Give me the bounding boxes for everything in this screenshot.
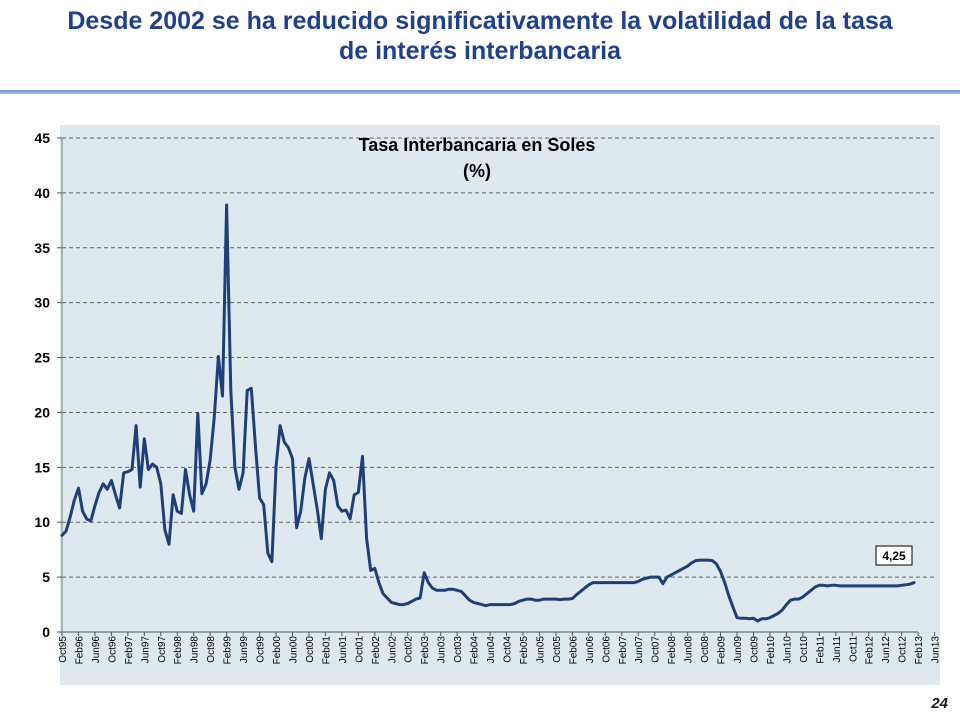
- x-tick-label: Oct11: [848, 636, 859, 662]
- x-tick-label: Feb97: [124, 636, 135, 665]
- x-tick-label: Jun05: [535, 636, 546, 664]
- x-tick-label: Oct09: [749, 636, 760, 663]
- slide-title: Desde 2002 se ha reducido significativam…: [0, 6, 960, 66]
- x-tick-label: Feb00: [272, 636, 283, 665]
- last-value-label-text: 4,25: [882, 549, 906, 563]
- x-tick-label: Oct01: [354, 636, 365, 663]
- title-divider: [0, 90, 960, 94]
- x-tick-label: Jun99: [239, 636, 250, 664]
- last-value-label-box: [875, 545, 913, 566]
- x-tick-label: Feb02: [371, 636, 382, 665]
- x-tick-label: Feb09: [717, 636, 728, 665]
- last-value-label: 4,25: [875, 545, 913, 566]
- y-tick-label: 5: [42, 569, 50, 585]
- x-tick-label: Oct98: [206, 636, 217, 663]
- x-tick-label: Oct08: [700, 636, 711, 663]
- x-tick-label: Oct05: [552, 636, 563, 663]
- y-tick-label: 10: [34, 514, 50, 530]
- x-tick-label: Feb03: [420, 636, 431, 665]
- x-tick-label: Feb04: [470, 636, 481, 665]
- y-axis-ticks: 0 5 10 15 20 25 30 35 40 45: [34, 130, 62, 640]
- y-tick-label: 40: [34, 185, 50, 201]
- series-line-tasa-interbancaria: [60, 203, 916, 623]
- slide-title-line-1: Desde 2002 se ha reducido significativam…: [67, 7, 893, 35]
- x-tick-label: Jun11: [832, 636, 843, 663]
- x-tick-label: Jun96: [91, 636, 102, 664]
- x-tick-label: Jun12: [881, 636, 892, 664]
- x-tick-label: Oct04: [503, 636, 514, 663]
- x-tick-label: Oct97: [157, 636, 168, 663]
- x-tick-label: Feb01: [321, 636, 332, 665]
- slide-title-line-2: de interés interbancaria: [338, 37, 622, 65]
- x-tick-label: Jun97: [140, 636, 151, 664]
- x-tick-label: Feb07: [618, 636, 629, 665]
- x-tick-label: Feb98: [173, 636, 184, 665]
- x-tick-label: Jun00: [288, 636, 299, 664]
- x-tick-label: Oct12: [898, 636, 909, 663]
- x-tick-label: Jun01: [338, 636, 349, 664]
- x-tick-label: Feb99: [223, 636, 234, 665]
- x-tick-label: Feb08: [667, 636, 678, 665]
- x-tick-label: Jun02: [387, 636, 398, 664]
- x-tick-label: Jun98: [190, 636, 201, 664]
- x-tick-label: Oct99: [256, 636, 267, 663]
- gridlines: [62, 137, 936, 578]
- x-tick-label: Jun10: [782, 636, 793, 664]
- x-tick-label: Feb13: [914, 636, 925, 665]
- plot-area-background: [60, 125, 940, 685]
- y-tick-label: 30: [34, 295, 50, 311]
- slide-number: 24: [931, 695, 948, 712]
- y-tick-label: 15: [34, 459, 50, 475]
- x-tick-label: Oct96: [107, 636, 118, 663]
- chart-title-line-2: (%): [463, 161, 491, 181]
- x-tick-label: Jun03: [437, 636, 448, 664]
- x-tick-label: Feb10: [766, 636, 777, 665]
- x-tick-label: Feb96: [74, 636, 85, 665]
- chart-title-line-1: Tasa Interbancaria en Soles: [359, 135, 596, 155]
- x-tick-label: Feb11: [815, 636, 826, 664]
- x-tick-label: Jun09: [733, 636, 744, 664]
- x-tick-label: Feb12: [865, 636, 876, 665]
- x-tick-label: Oct06: [601, 636, 612, 663]
- x-axis-ticks: Oct95 Feb96 Jun96 Oct96 Feb97 Jun97 Oct97 Feb98…: [58, 632, 942, 664]
- x-tick-label: Oct02: [404, 636, 415, 663]
- y-tick-label: 0: [42, 624, 50, 640]
- x-tick-label: Jun07: [634, 636, 645, 664]
- x-tick-label: Jun04: [486, 636, 497, 664]
- x-tick-label: Oct95: [58, 636, 69, 663]
- y-tick-label: 20: [34, 404, 50, 420]
- x-tick-label: Jun06: [585, 636, 596, 664]
- x-tick-label: Oct10: [799, 636, 810, 663]
- x-tick-label: Jun08: [684, 636, 695, 664]
- y-tick-label: 35: [34, 240, 50, 256]
- x-tick-label: Oct07: [651, 636, 662, 663]
- y-tick-label: 25: [34, 350, 50, 366]
- x-tick-label: Oct00: [305, 636, 316, 663]
- x-tick-label: Feb05: [519, 636, 530, 665]
- x-tick-label: Oct03: [453, 636, 464, 663]
- x-tick-label: Jun13: [931, 636, 942, 664]
- x-tick-label: Feb06: [568, 636, 579, 665]
- y-tick-label: 45: [34, 130, 50, 146]
